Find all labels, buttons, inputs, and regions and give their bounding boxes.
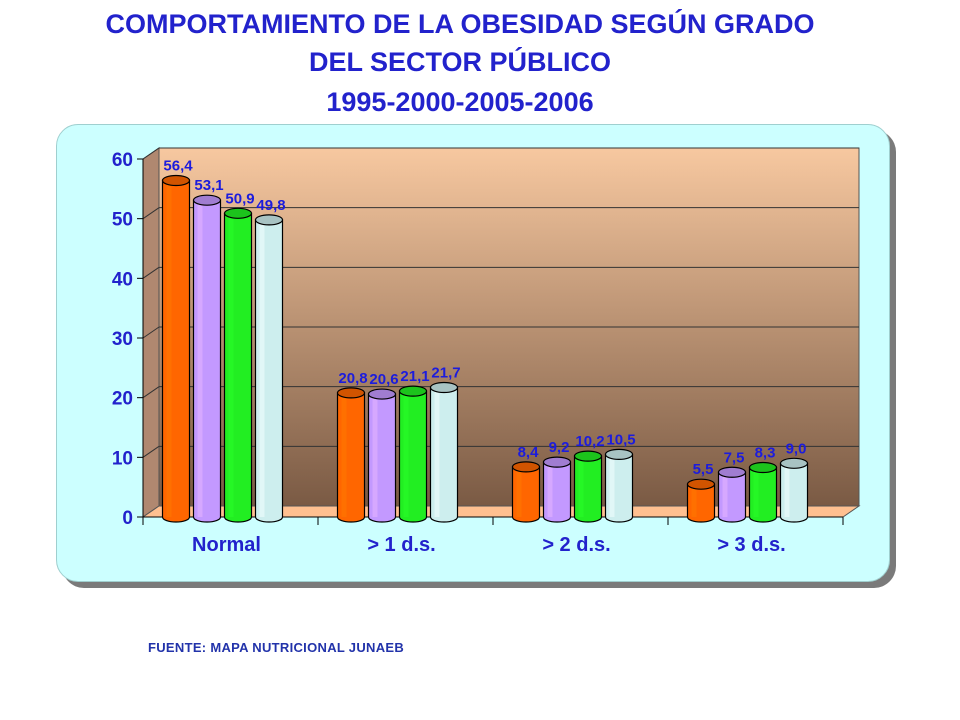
y-tick-label: 0 [122,508,133,529]
data-label: 53,1 [194,177,223,194]
bar [686,478,716,523]
bar-highlight [609,456,615,517]
data-label: 21,1 [400,368,429,385]
bar [604,448,634,523]
chart-title-line-2: DEL SECTOR PÚBLICO [308,47,612,77]
y-tick-label: 50 [112,210,133,231]
bar-highlight [722,474,728,517]
gridline-side [142,147,160,160]
bar [367,388,397,523]
data-label: 9,0 [786,440,807,457]
y-tick-label: 30 [112,329,133,350]
bar-highlight [578,458,584,517]
bar-highlight [434,389,440,517]
bar-top [254,214,284,226]
bar [223,207,253,523]
x-category-label: > 1 d.s. [367,534,435,556]
bar [398,385,428,523]
gridline-side [142,207,160,220]
chart-panel: 0 10 20 30 40 50 60 Normal > 1 d.s. > 2 d.s. > 3 d… [56,124,890,582]
bar [779,457,809,523]
bar-highlight [403,393,409,517]
x-category-label: > 3 d.s. [717,534,785,556]
gridline-side [142,266,160,279]
gridline-side [142,445,160,458]
bar-top [192,194,222,206]
data-label: 20,6 [369,371,398,388]
bar [192,194,222,523]
y-tick-label: 40 [112,269,133,290]
data-label: 50,9 [225,190,254,207]
data-label: 21,7 [431,365,460,382]
data-label: 20,8 [338,370,367,387]
bar-highlight [166,182,172,518]
chart-title-line-3: 1995-2000-2005-2006 [326,87,594,117]
bar-top [336,387,366,399]
bar-top [779,457,809,469]
chart-title-line-1: COMPORTAMIENTO DE LA OBESIDAD SEGÚN GRAD… [105,9,815,39]
bar [161,174,191,523]
bar-highlight [753,469,759,517]
data-label: 56,4 [163,157,193,174]
bar-highlight [259,221,265,518]
data-label: 8,4 [518,444,540,461]
bar-highlight [784,465,790,517]
bar-top [511,461,541,473]
y-tick-label: 60 [112,150,133,171]
bar-highlight [197,202,203,518]
bar-top [573,450,603,462]
bar-top [542,456,572,468]
bar-highlight [516,468,522,517]
bar-chart: 0 10 20 30 40 50 60 Normal > 1 d.s. > 2 d.s. > 3 d… [112,147,861,556]
bar-highlight [372,396,378,517]
gridline-side [142,386,160,399]
data-label: 10,2 [575,433,604,450]
source-note: FUENTE: MAPA NUTRICIONAL JUNAEB [148,640,405,655]
y-tick-label: 20 [112,389,133,410]
data-label: 7,5 [724,449,745,466]
bar-top [686,478,716,490]
bar-top [161,174,191,187]
data-label: 49,8 [256,197,285,214]
x-category-label: Normal [192,534,261,556]
bar-top [748,461,778,474]
data-label: 9,2 [549,439,570,456]
data-label: 8,3 [755,444,776,461]
bar-top [429,381,459,394]
bar [429,381,459,523]
bar-top [223,207,253,219]
bar-highlight [547,464,553,517]
bar [254,214,284,523]
bar-top [717,466,747,478]
bar-highlight [691,486,697,517]
bar [542,456,572,523]
bar [511,461,541,523]
bar-highlight [341,394,347,517]
bar [717,466,747,523]
bar [573,450,603,523]
bar-top [398,385,428,397]
bar-top [367,388,397,400]
bar-top [604,448,634,460]
bar-highlight [228,215,234,517]
bar [336,387,366,523]
bar [748,461,778,523]
x-category-label: > 2 d.s. [542,534,610,556]
gridline-side [142,326,160,339]
data-label: 10,5 [606,431,635,448]
y-tick-label: 10 [112,448,133,469]
data-label: 5,5 [693,461,714,478]
